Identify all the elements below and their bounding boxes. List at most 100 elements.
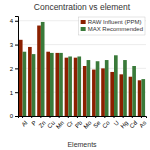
legend-swatch (81, 20, 86, 24)
x-tick: Al (20, 116, 28, 128)
x-axis-title: Elements (67, 141, 97, 148)
legend-item: MAX Recommended (81, 26, 143, 32)
x-tick-mark (59, 116, 60, 118)
x-tick-label: Al (20, 120, 28, 128)
plot-area: 01234AlPZnCuMnCrPbMoSeCoUHgCdAsRAW Influ… (10, 17, 148, 130)
y-tick-label: 0 (10, 113, 14, 119)
legend: RAW Influent (PPM)MAX Recommended (79, 17, 145, 35)
bar (28, 47, 32, 116)
bar (55, 53, 59, 116)
x-tick: P (31, 116, 38, 127)
bar (96, 61, 100, 116)
bar (87, 60, 91, 116)
y-tick: 4 (10, 18, 18, 24)
bar (132, 66, 136, 116)
x-tick: Pb (74, 116, 84, 129)
bar (129, 77, 133, 116)
title: Concentration vs element (34, 2, 131, 12)
bar (41, 22, 45, 116)
bar (23, 52, 27, 116)
x-tick-label: Cr (66, 120, 75, 129)
x-tick: Se (92, 116, 102, 129)
bar (119, 74, 123, 116)
legend-box (79, 17, 145, 35)
x-tick: Cu (46, 116, 56, 129)
x-tick: Mn (55, 116, 65, 130)
y-axis-line (15, 17, 19, 117)
bar (65, 58, 69, 116)
x-tick-mark (22, 116, 23, 118)
x-tick-mark (123, 116, 124, 118)
bar-series (19, 26, 142, 116)
y-tick: 1 (10, 90, 18, 96)
bars (19, 22, 145, 116)
x-tick-mark (104, 116, 105, 118)
x-tick: Mo (82, 116, 93, 130)
bar (83, 66, 87, 116)
y-tick-mark (15, 21, 18, 22)
x-tick: Zn (38, 116, 47, 129)
x-tick-mark (68, 116, 69, 118)
x-tick: Co (101, 116, 111, 129)
y-tick-mark (15, 92, 18, 93)
x-tick-mark (141, 116, 142, 118)
legend-swatch (81, 27, 86, 31)
legend-label: MAX Recommended (88, 26, 143, 32)
x-tick-mark (95, 116, 96, 118)
y-tick-label: 4 (10, 18, 14, 24)
bar (101, 68, 105, 116)
x-tick-label: Cd (129, 120, 139, 130)
bar (32, 54, 36, 116)
x-axis: AlPZnCuMnCrPbMoSeCoUHgCdAs (19, 116, 148, 130)
bar (50, 53, 54, 116)
bar (110, 72, 114, 116)
y-tick-mark (15, 45, 18, 46)
y-tick-mark (15, 68, 18, 69)
legend-label: RAW Influent (PPM) (88, 19, 142, 25)
x-tick-label: As (138, 120, 147, 129)
bar (19, 40, 23, 116)
y-tick-mark (15, 116, 18, 117)
x-tick: Cr (66, 116, 75, 128)
x-tick-label: Cu (46, 120, 56, 130)
x-tick-mark (40, 116, 41, 118)
y-tick-label: 3 (10, 42, 14, 48)
x-tick-label: P (31, 120, 38, 127)
bar (46, 52, 50, 116)
x-tick-mark (114, 116, 115, 118)
bar (77, 56, 81, 116)
bar (59, 53, 63, 116)
bar (92, 70, 96, 116)
x-axis-line (19, 117, 147, 119)
bar (123, 60, 127, 116)
x-tick-mark (77, 116, 78, 118)
x-tick-label: Hg (119, 120, 129, 130)
y-axis: 0 1 2 3 4 (10, 17, 19, 120)
x-tick: As (138, 116, 147, 129)
x-tick-label: Mn (55, 120, 65, 130)
y-tick: 0 (10, 113, 18, 119)
bar (138, 80, 142, 116)
x-tick: Hg (119, 116, 129, 129)
x-tick: Cd (129, 116, 139, 129)
x-tick-mark (50, 116, 51, 118)
bar (105, 60, 109, 116)
x-tick-label: Pb (74, 119, 84, 129)
bar (68, 56, 72, 116)
bar (114, 55, 118, 116)
y-tick: 3 (10, 42, 18, 48)
x-tick-mark (31, 116, 32, 118)
x-tick-label: Co (101, 119, 111, 129)
y-tick-label: 2 (10, 66, 14, 72)
bar-series (23, 22, 146, 116)
bar (74, 58, 78, 116)
legend-item: RAW Influent (PPM) (81, 19, 142, 25)
x-tick-label: Zn (38, 120, 47, 129)
x-tick-mark (132, 116, 133, 118)
bar (141, 79, 145, 116)
y-tick-label: 1 (10, 90, 14, 96)
x-tick-label: Se (92, 119, 102, 129)
chart: 01234AlPZnCuMnCrPbMoSeCoUHgCdAsRAW Influ… (0, 0, 150, 150)
x-tick-mark (86, 116, 87, 118)
y-tick: 2 (10, 66, 18, 72)
